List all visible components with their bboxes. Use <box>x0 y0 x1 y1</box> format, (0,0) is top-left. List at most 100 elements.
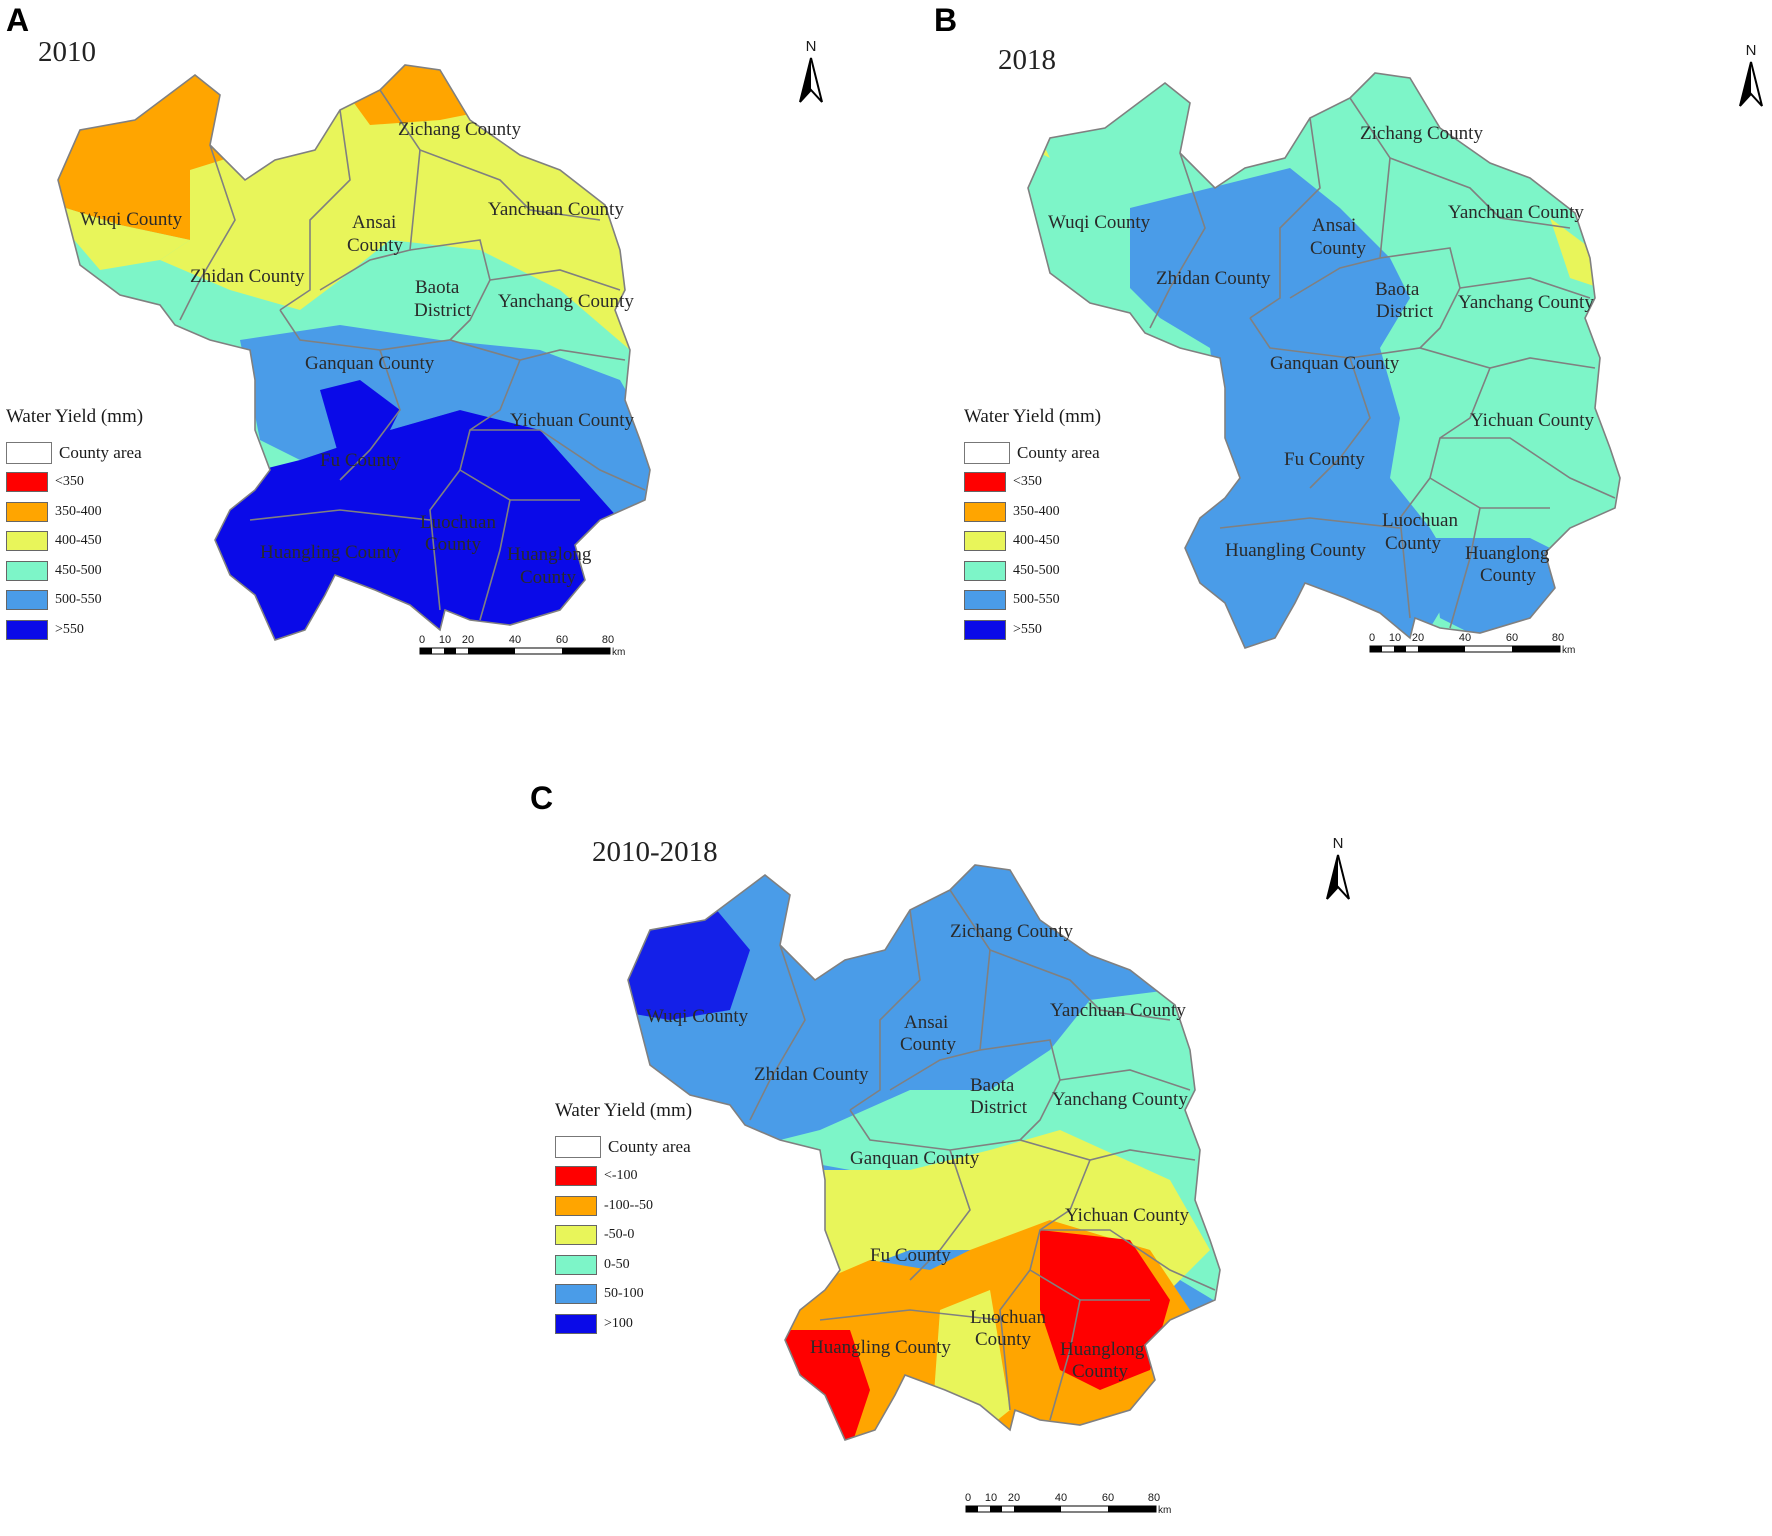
legend-swatch <box>964 560 1006 581</box>
county-label-baota-2: District <box>414 300 472 321</box>
north-arrow-icon: N <box>1736 42 1766 108</box>
legend-item: <-100 <box>555 1162 692 1192</box>
county-label-huanglong-2: County <box>1072 1361 1128 1382</box>
county-boundaries <box>627 864 1221 1441</box>
legend-swatch <box>964 472 1006 493</box>
county-label-luochuan-2: County <box>975 1329 1031 1350</box>
county-label-fu: Fu County <box>870 1245 951 1266</box>
county-label-zichang: Zichang County <box>398 119 521 140</box>
legend-swatch <box>6 590 48 611</box>
panel-c: C 2010-2018 <box>480 780 1380 1526</box>
county-label-baota-2: District <box>970 1097 1028 1118</box>
county-label-zhidan: Zhidan County <box>754 1064 869 1085</box>
water-yield-change-map-2010-2018: Zichang County Wuqi County Yanchuan Coun… <box>627 864 1221 1441</box>
county-label-huanglong-2: County <box>1480 565 1536 586</box>
north-arrow-icon: N <box>796 38 826 104</box>
legend-item: 0-50 <box>555 1250 692 1280</box>
county-label-ganquan: Ganquan County <box>305 353 435 374</box>
county-boundaries <box>1027 72 1621 649</box>
legend-swatch <box>6 501 48 522</box>
panel-letter: B <box>934 2 958 38</box>
county-label-huangling: Huangling County <box>810 1337 951 1358</box>
map-legend: Water Yield (mm) County area <350 350-40… <box>6 406 143 645</box>
legend-item: -100--50 <box>555 1191 692 1221</box>
map-legend: Water Yield (mm) County area <350 350-40… <box>964 406 1101 645</box>
legend-item: >550 <box>964 615 1101 645</box>
county-label-ansai-2: County <box>1310 238 1366 259</box>
county-label-baota: Baota <box>1375 279 1420 300</box>
county-label-wuqi: Wuqi County <box>80 209 183 230</box>
legend-title: Water Yield (mm) <box>555 1100 693 1121</box>
county-label-yanchuan: Yanchuan County <box>488 199 624 220</box>
legend-swatch <box>555 1166 597 1187</box>
legend-item: <350 <box>964 468 1101 498</box>
legend-item: 50-100 <box>555 1280 692 1310</box>
legend-item: >100 <box>555 1309 692 1339</box>
county-labels: Zichang County Wuqi County Yanchuan Coun… <box>646 921 1190 1382</box>
scale-bar: 0 10 20 40 60 80 km <box>418 634 626 658</box>
county-label-ganquan: Ganquan County <box>1270 353 1400 374</box>
county-label-yanchuan: Yanchuan County <box>1448 202 1584 223</box>
county-label-fu: Fu County <box>320 450 401 471</box>
legend-item-county-area: County area <box>555 1132 692 1162</box>
legend-item: 450-500 <box>964 556 1101 586</box>
county-labels: Zichang County Wuqi County Yanchuan Coun… <box>80 119 635 588</box>
legend-title: Water Yield (mm) <box>6 406 144 427</box>
legend-item: >550 <box>6 615 143 645</box>
county-label-fu: Fu County <box>1284 449 1365 470</box>
legend-swatch <box>6 619 48 640</box>
county-label-luochuan-2: County <box>425 534 481 555</box>
map-legend: Water Yield (mm) County area <-100 -100-… <box>555 1100 692 1339</box>
county-label-ansai-2: County <box>347 235 403 256</box>
legend-item: 400-450 <box>6 527 143 557</box>
county-label-huangling: Huangling County <box>1225 540 1366 561</box>
county-label-luochuan: Luochuan <box>420 512 496 533</box>
county-label-baota-2: District <box>1376 301 1434 322</box>
legend-title: Water Yield (mm) <box>964 406 1102 427</box>
legend-swatch <box>555 1254 597 1275</box>
county-label-zhidan: Zhidan County <box>1156 268 1271 289</box>
legend-item: 400-450 <box>964 527 1101 557</box>
scale-bar: 0 10 20 40 60 80 km <box>964 1492 1172 1516</box>
panel-a: A 2010 Zic <box>0 0 880 690</box>
legend-swatch <box>964 501 1006 522</box>
legend-swatch <box>964 531 1006 552</box>
legend-item: 350-400 <box>964 497 1101 527</box>
county-label-huanglong: Huanglong <box>507 544 592 565</box>
panel-b: B 2018 Zichang County Wuq <box>890 0 1772 690</box>
county-label-baota: Baota <box>415 277 460 298</box>
legend-swatch <box>6 531 48 552</box>
panel-letter: A <box>6 2 30 38</box>
county-label-yichuan: Yichuan County <box>1065 1205 1190 1226</box>
county-label-wuqi: Wuqi County <box>1048 212 1151 233</box>
legend-swatch <box>555 1313 597 1334</box>
county-label-huanglong-2: County <box>520 567 576 588</box>
county-label-zichang: Zichang County <box>1360 123 1483 144</box>
county-label-huanglong: Huanglong <box>1465 543 1550 564</box>
county-label-wuqi: Wuqi County <box>646 1006 749 1027</box>
legend-swatch <box>555 1195 597 1216</box>
county-label-ganquan: Ganquan County <box>850 1148 980 1169</box>
scale-bar: 0 10 20 40 60 80 km <box>1368 632 1576 656</box>
legend-swatch <box>555 1284 597 1305</box>
county-boundaries <box>57 64 651 641</box>
legend-item: <350 <box>6 468 143 498</box>
map-year-label: 2010-2018 <box>592 836 718 868</box>
legend-item-county-area: County area <box>964 438 1101 468</box>
county-label-zhidan: Zhidan County <box>190 266 305 287</box>
legend-swatch <box>964 590 1006 611</box>
county-label-baota: Baota <box>970 1075 1015 1096</box>
county-labels: Zichang County Wuqi County Yanchuan Coun… <box>1048 123 1595 586</box>
north-arrow-icon: N <box>1323 835 1353 901</box>
legend-swatch <box>6 560 48 581</box>
legend-item: 500-550 <box>964 586 1101 616</box>
county-label-zichang: Zichang County <box>950 921 1073 942</box>
county-label-luochuan-2: County <box>1385 533 1441 554</box>
county-label-luochuan: Luochuan <box>1382 510 1458 531</box>
legend-swatch <box>555 1225 597 1246</box>
county-label-luochuan: Luochuan <box>970 1307 1046 1328</box>
legend-item-county-area: County area <box>6 438 143 468</box>
water-yield-map-2018: Zichang County Wuqi County Yanchuan Coun… <box>1027 72 1621 649</box>
county-label-yanchang: Yanchang County <box>1458 292 1594 313</box>
county-label-ansai: Ansai <box>1312 215 1356 236</box>
